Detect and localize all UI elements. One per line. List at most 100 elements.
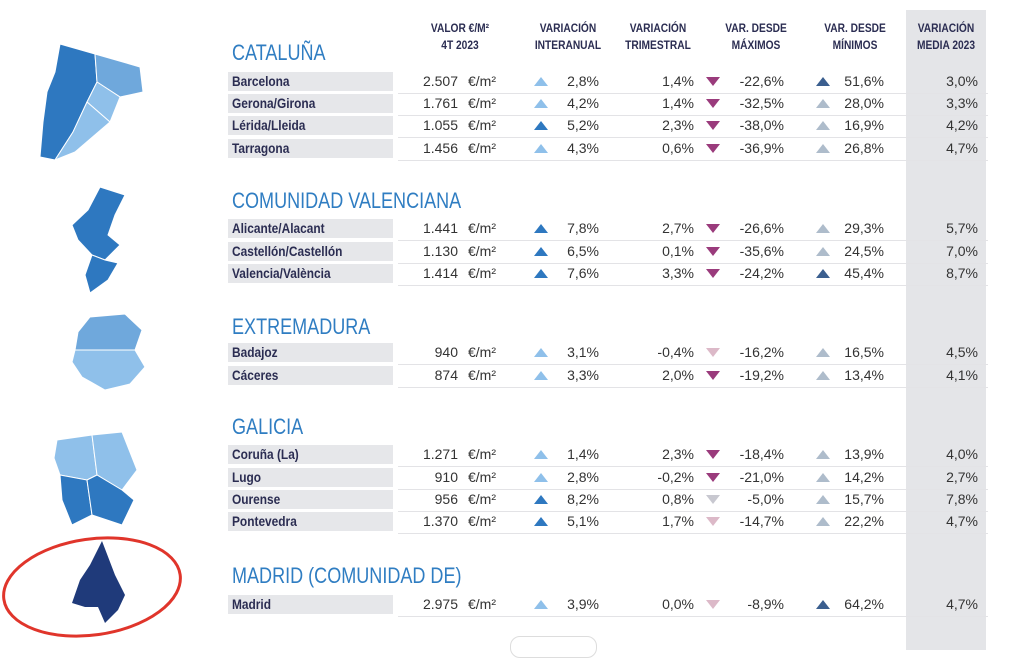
trend-down-icon <box>706 495 720 504</box>
valencia-map-icon <box>71 186 126 294</box>
interanual-value: 3,1% <box>567 344 599 360</box>
trend-up-icon <box>534 121 548 130</box>
minimos-value: 16,9% <box>844 117 884 133</box>
interanual-value: 4,3% <box>567 140 599 156</box>
interanual-value: 7,6% <box>567 265 599 281</box>
header-interanual: VARIACIÓN INTERANUAL <box>534 21 602 52</box>
province-name: Gerona/Girona <box>228 94 393 113</box>
trend-down-icon <box>706 473 720 482</box>
province-name: Alicante/Alacant <box>228 219 393 238</box>
province-name: Badajoz <box>228 343 393 362</box>
row-divider <box>398 160 988 161</box>
trend-up-icon <box>816 269 830 278</box>
trend-down-icon <box>706 600 720 609</box>
minimos-value: 64,2% <box>844 596 884 612</box>
interanual-value: 3,3% <box>567 367 599 383</box>
row-divider <box>398 364 988 365</box>
trend-up-icon <box>816 450 830 459</box>
trend-down-icon <box>706 371 720 380</box>
media-value: 4,7% <box>946 140 978 156</box>
extremadura-map-icon <box>71 313 146 391</box>
valor-value: 1.414 <box>422 265 458 281</box>
valor-value: 2.975 <box>422 596 458 612</box>
unit-label: €/m² <box>468 265 496 281</box>
trend-down-icon <box>706 247 720 256</box>
trimestral-value: -0,4% <box>657 344 694 360</box>
province-name: Valencia/València <box>228 264 393 283</box>
trend-up-icon <box>816 495 830 504</box>
trimestral-value: 1,4% <box>662 73 694 89</box>
table-row: Lérida/Lleida 1.055 €/m² 5,2% 2,3% -38,0… <box>228 116 988 138</box>
valor-value: 956 <box>434 491 458 507</box>
table-row: Cáceres 874 €/m² 3,3% 2,0% -19,2% 13,4% … <box>228 366 988 388</box>
media-value: 4,7% <box>946 513 978 529</box>
interanual-value: 6,5% <box>567 243 599 259</box>
header-maximos: VAR. DESDE MÁXIMOS <box>725 21 787 52</box>
table-row: Badajoz 940 €/m² 3,1% -0,4% -16,2% 16,5%… <box>228 343 988 365</box>
trend-up-icon <box>534 450 548 459</box>
trend-down-icon <box>706 224 720 233</box>
row-divider <box>398 489 988 490</box>
unit-label: €/m² <box>468 367 496 383</box>
unit-label: €/m² <box>468 446 496 462</box>
trend-up-icon <box>816 77 830 86</box>
table-row: Gerona/Girona 1.761 €/m² 4,2% 1,4% -32,5… <box>228 94 988 116</box>
interanual-value: 7,8% <box>567 220 599 236</box>
media-value: 4,1% <box>946 367 978 383</box>
minimos-value: 22,2% <box>844 513 884 529</box>
row-divider <box>398 466 988 467</box>
media-value: 8,7% <box>946 265 978 281</box>
trimestral-value: 2,3% <box>662 117 694 133</box>
province-name: Barcelona <box>228 72 393 91</box>
header-valor: VALOR €/M² 4T 2023 <box>430 21 490 52</box>
interanual-value: 5,2% <box>567 117 599 133</box>
valor-value: 2.507 <box>422 73 458 89</box>
row-divider <box>398 387 988 388</box>
trend-up-icon <box>816 371 830 380</box>
trend-up-icon <box>816 348 830 357</box>
row-divider <box>398 115 988 116</box>
province-name: Lérida/Lleida <box>228 116 393 135</box>
valor-value: 1.441 <box>422 220 458 236</box>
province-name: Pontevedra <box>228 512 393 531</box>
unit-label: €/m² <box>468 243 496 259</box>
trend-down-icon <box>706 517 720 526</box>
trend-down-icon <box>706 348 720 357</box>
trimestral-value: 1,7% <box>662 513 694 529</box>
trend-up-icon <box>816 600 830 609</box>
trimestral-value: 0,0% <box>662 596 694 612</box>
minimos-value: 45,4% <box>844 265 884 281</box>
trend-up-icon <box>534 269 548 278</box>
row-divider <box>398 511 988 512</box>
table-row: Coruña (La) 1.271 €/m² 1,4% 2,3% -18,4% … <box>228 445 988 467</box>
row-divider <box>398 533 988 534</box>
trend-up-icon <box>816 473 830 482</box>
header-media: VARIACIÓN MEDIA 2023 <box>916 21 976 52</box>
media-value: 4,7% <box>946 596 978 612</box>
minimos-value: 29,3% <box>844 220 884 236</box>
trend-up-icon <box>534 99 548 108</box>
unit-label: €/m² <box>468 491 496 507</box>
region-title: GALICIA <box>232 414 304 439</box>
row-divider <box>398 616 988 617</box>
interanual-value: 5,1% <box>567 513 599 529</box>
minimos-value: 13,9% <box>844 446 884 462</box>
region-title: COMUNIDAD VALENCIANA <box>232 188 462 213</box>
trend-up-icon <box>534 473 548 482</box>
media-value: 4,2% <box>946 117 978 133</box>
trend-up-icon <box>534 371 548 380</box>
trimestral-value: 0,8% <box>662 491 694 507</box>
header-trimestral: VARIACIÓN TRIMESTRAL <box>625 21 691 52</box>
trend-down-icon <box>706 269 720 278</box>
table-row: Ourense 956 €/m² 8,2% 0,8% -5,0% 15,7% 7… <box>228 490 988 512</box>
minimos-value: 15,7% <box>844 491 884 507</box>
trend-down-icon <box>706 450 720 459</box>
header-minimos: VAR. DESDE MÍNIMOS <box>824 21 886 52</box>
valor-value: 940 <box>434 344 458 360</box>
valor-value: 1.370 <box>422 513 458 529</box>
trend-up-icon <box>534 224 548 233</box>
trimestral-value: 2,3% <box>662 446 694 462</box>
partial-bottom-element <box>510 636 597 658</box>
table-row: Madrid 2.975 €/m² 3,9% 0,0% -8,9% 64,2% … <box>228 595 988 617</box>
interanual-value: 3,9% <box>567 596 599 612</box>
